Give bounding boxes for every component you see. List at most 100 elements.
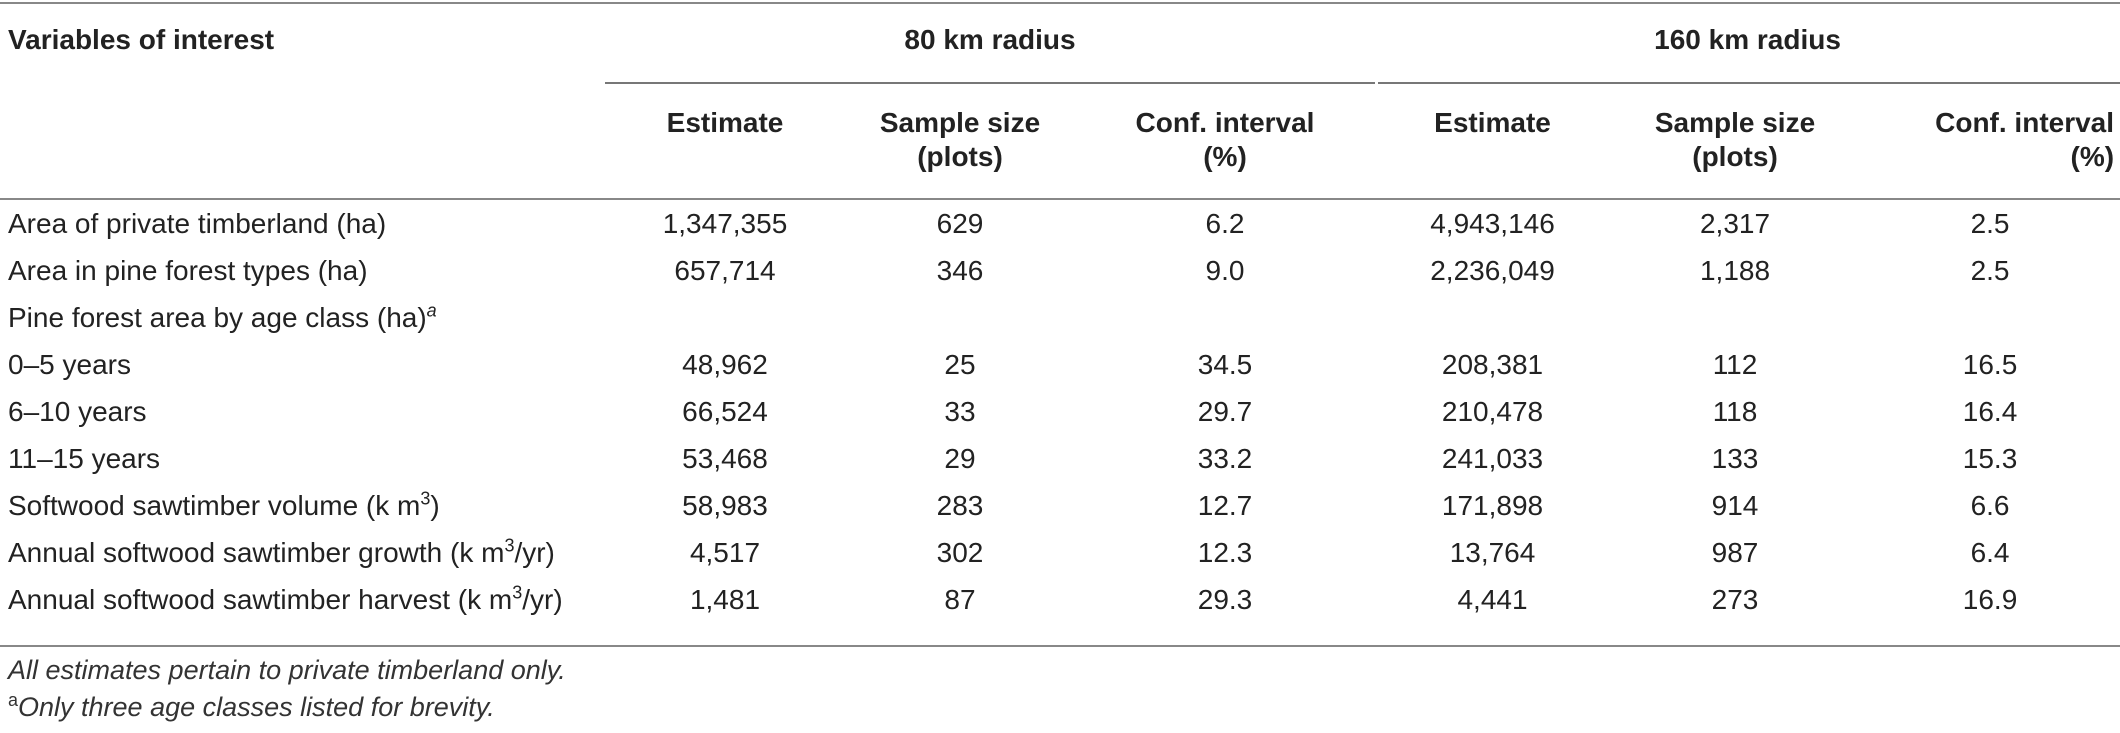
cell-sample-80: 346 [936, 254, 984, 286]
cell-sample-160: 133 [1711, 442, 1759, 474]
table-bottom-rule [0, 645, 2120, 647]
cell-estimate-80: 1,347,355 [662, 207, 788, 239]
row-label: Area in pine forest types (ha) [8, 254, 368, 286]
cell-estimate-160: 13,764 [1449, 536, 1536, 568]
cell-conf-80: 12.3 [1197, 536, 1253, 568]
cell-estimate-80: 53,468 [682, 442, 768, 474]
table-body: Area of private timberland (ha) 1,347,35… [0, 200, 2120, 623]
table-row: Annual softwood sawtimber harvest (k m3/… [0, 576, 2120, 623]
col-header-conf-80: Conf. interval (%) [1075, 82, 1375, 200]
cell-estimate-160: 171,898 [1441, 489, 1544, 521]
conf-label-line1: Conf. interval [1135, 107, 1315, 138]
cell-estimate-160: 2,236,049 [1430, 254, 1555, 286]
sample-label-line2: (plots) [1692, 141, 1778, 172]
table-row: 11–15 years 53,468 29 33.2 241,033 133 1… [0, 435, 2120, 482]
row-label: Softwood sawtimber volume (k m3) [0, 482, 605, 529]
row-label: 11–15 years [8, 442, 161, 474]
row-label-text: Pine forest area by age class (ha) [8, 301, 427, 333]
conf-label-line2: (%) [2070, 141, 2115, 172]
footnote-a-text: Only three age classes listed for brevit… [18, 692, 495, 722]
cell-estimate-80: 66,524 [682, 395, 768, 427]
cell-sample-160 [1610, 294, 1860, 341]
table-header: Variables of interest 80 km radius 160 k… [0, 0, 2120, 200]
data-table: Variables of interest 80 km radius 160 k… [0, 0, 2120, 623]
col-header-estimate-80: Estimate [605, 82, 845, 200]
cell-sample-80: 302 [936, 536, 984, 568]
row-label: 0–5 years [8, 348, 131, 380]
cell-conf-160 [1860, 294, 2120, 341]
top-rule [0, 2, 2120, 4]
group-header-80km: 80 km radius [904, 24, 1076, 55]
unit-superscript: 3 [504, 535, 515, 556]
conf-label-line2: (%) [1203, 141, 1247, 172]
cell-conf-80: 29.7 [1197, 395, 1253, 427]
cell-estimate-80: 657,714 [674, 254, 776, 286]
row-label: Annual softwood sawtimber harvest (k m3/… [0, 576, 605, 623]
variables-header: Variables of interest [8, 24, 275, 55]
footnote-general: All estimates pertain to private timberl… [8, 655, 566, 685]
row-label-suffix: /yr) [514, 536, 555, 568]
group-header-160km: 160 km radius [1654, 24, 1841, 55]
cell-estimate-80: 58,983 [682, 489, 768, 521]
footnote-a: aOnly three age classes listed for brevi… [8, 689, 566, 726]
estimate-label: Estimate [666, 107, 784, 138]
cell-sample-160: 914 [1711, 489, 1759, 521]
cell-conf-160: 6.4 [1970, 536, 2010, 568]
cell-conf-80: 34.5 [1197, 348, 1253, 380]
row-label-suffix: ) [430, 489, 440, 521]
cell-sample-160: 1,188 [1699, 254, 1771, 286]
cell-sample-160: 118 [1712, 395, 1758, 427]
cell-conf-80: 29.3 [1197, 583, 1253, 615]
group-underline-160km [1378, 82, 2120, 84]
row-label-text: Annual softwood sawtimber growth (k m [8, 536, 505, 568]
row-label: 6–10 years [8, 395, 147, 427]
table-row: Annual softwood sawtimber growth (k m3/y… [0, 529, 2120, 576]
group-underline-80km [605, 82, 1375, 84]
table-row-subheading: Pine forest area by age class (ha)a [0, 294, 2120, 341]
footnote-marker: a [8, 690, 19, 710]
header-bottom-rule [0, 198, 2120, 200]
cell-conf-160: 16.9 [1962, 583, 2018, 615]
cell-sample-160: 987 [1711, 536, 1759, 568]
table-row: 0–5 years 48,962 25 34.5 208,381 112 16.… [0, 341, 2120, 388]
col-header-sample-80: Sample size (plots) [845, 82, 1075, 200]
table-row: 6–10 years 66,524 33 29.7 210,478 118 16… [0, 388, 2120, 435]
table-footnotes: All estimates pertain to private timberl… [8, 652, 566, 726]
cell-conf-80: 6.2 [1205, 207, 1245, 239]
row-label-text: Annual softwood sawtimber harvest (k m [8, 583, 513, 615]
unit-superscript: 3 [420, 488, 431, 509]
cell-conf-160: 15.3 [1962, 442, 2018, 474]
table-row: Area of private timberland (ha) 1,347,35… [0, 200, 2120, 247]
cell-estimate-160: 241,033 [1441, 442, 1544, 474]
cell-sample-80: 283 [936, 489, 984, 521]
row-label: Pine forest area by age class (ha)a [0, 294, 605, 341]
cell-estimate-160: 208,381 [1441, 348, 1544, 380]
cell-sample-80 [845, 294, 1075, 341]
col-header-sample-160: Sample size (plots) [1610, 82, 1860, 200]
estimate-label: Estimate [1434, 107, 1551, 138]
cell-estimate-80: 1,481 [689, 583, 761, 615]
row-label-suffix: /yr) [522, 583, 563, 615]
cell-estimate-80: 4,517 [689, 536, 761, 568]
unit-superscript: 3 [512, 582, 523, 603]
cell-sample-160: 112 [1712, 348, 1758, 380]
row-label: Annual softwood sawtimber growth (k m3/y… [0, 529, 605, 576]
footnote-marker: a [426, 300, 437, 321]
cell-conf-80 [1075, 294, 1375, 341]
row-label: Area of private timberland (ha) [8, 207, 387, 239]
cell-sample-80: 33 [944, 395, 976, 427]
col-header-conf-160: Conf. interval (%) [1860, 82, 2120, 200]
cell-sample-80: 29 [944, 442, 976, 474]
cell-conf-160: 16.4 [1962, 395, 2018, 427]
sample-label-line2: (plots) [917, 141, 1003, 172]
cell-estimate-80: 48,962 [682, 348, 768, 380]
cell-sample-160: 2,317 [1699, 207, 1771, 239]
header-row-columns: Estimate Sample size (plots) Conf. interv… [0, 82, 2120, 200]
table-row: Softwood sawtimber volume (k m3) 58,983 … [0, 482, 2120, 529]
conf-label-line1: Conf. interval [1935, 107, 2115, 138]
col-header-estimate-160: Estimate [1375, 82, 1610, 200]
cell-conf-160: 2.5 [1970, 254, 2010, 286]
sample-label-line1: Sample size [879, 107, 1041, 138]
cell-sample-80: 25 [944, 348, 976, 380]
